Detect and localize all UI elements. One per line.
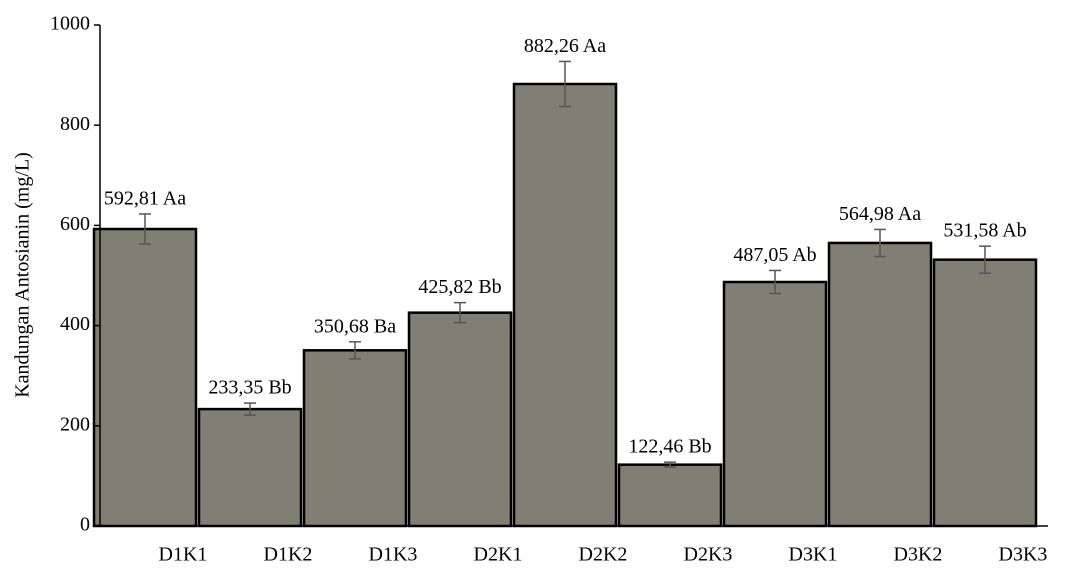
data-label: 531,58 Ab: [943, 220, 1026, 242]
y-axis-label: Kandungan Antosianin (mg/L): [12, 152, 34, 398]
page: Kandungan Antosianin (mg/L) 592,81 Aa D1K…: [0, 0, 1065, 570]
x-tick-label: D2K1: [474, 544, 523, 566]
data-label: 882,26 Aa: [524, 35, 606, 57]
x-tick-label: D1K2: [264, 544, 313, 566]
data-label: 350,68 Ba: [314, 315, 396, 337]
y-tick-label: 200: [60, 413, 90, 435]
data-label: 487,05 Ab: [733, 244, 816, 266]
y-tick-label: 400: [60, 313, 90, 335]
data-label: 592,81 Aa: [104, 188, 186, 210]
bar: [829, 243, 931, 526]
bar: [724, 282, 826, 526]
y-tick-label: 800: [60, 113, 90, 135]
y-tick-label: 600: [60, 213, 90, 235]
bar: [619, 465, 721, 526]
data-label: 122,46 Bb: [628, 436, 711, 458]
chart: Kandungan Antosianin (mg/L) 592,81 Aa D1K…: [0, 0, 1065, 570]
y-tick-label: 0: [80, 514, 90, 536]
x-tick-label: D3K2: [894, 544, 943, 566]
bar: [94, 229, 196, 526]
x-tick-label: D2K3: [684, 544, 733, 566]
bar: [409, 313, 511, 526]
x-tick-label: D1K1: [159, 544, 208, 566]
bar: [199, 409, 301, 526]
x-tick-label: D3K3: [999, 544, 1048, 566]
data-label: 425,82 Bb: [418, 276, 501, 298]
bar: [304, 350, 406, 526]
y-tick-label: 1000: [50, 13, 90, 35]
x-tick-label: D1K3: [369, 544, 418, 566]
data-label: 233,35 Bb: [208, 377, 291, 399]
bar: [934, 260, 1036, 526]
data-label: 564,98 Aa: [839, 203, 921, 225]
x-tick-label: D3K1: [789, 544, 838, 566]
bar: [514, 84, 616, 526]
x-tick-label: D2K2: [579, 544, 628, 566]
